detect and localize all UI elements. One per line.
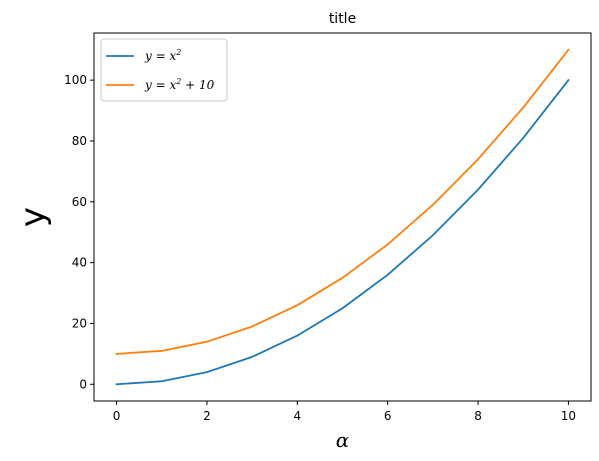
y-tick-label: 0 [79, 377, 87, 391]
series-layer [115, 48, 570, 386]
x-tick-label: 4 [293, 409, 301, 423]
legend-label-1: y = x2 [144, 48, 181, 63]
legend-label-2: y = x2 + 10 [144, 77, 215, 92]
x-axis-ticks: 0 2 4 6 8 10 [113, 401, 576, 423]
plot-frame [93, 32, 592, 402]
y-axis-ticks: 0 20 40 60 80 100 [64, 73, 94, 391]
y-tick-label: 40 [72, 256, 87, 270]
series-line-1 [115, 78, 570, 386]
x-tick-label: 0 [113, 409, 121, 423]
y-tick-label: 60 [72, 195, 87, 209]
x-tick-label: 6 [384, 409, 392, 423]
chart-title: title [329, 11, 356, 27]
legend: y = x2 y = x2 + 10 [100, 38, 228, 102]
y-axis-label: y [13, 207, 53, 227]
y-tick-label: 20 [72, 316, 87, 330]
y-tick-label: 100 [64, 73, 87, 87]
series-line-2 [115, 48, 570, 355]
x-axis-label: α [336, 428, 350, 452]
y-tick-label: 80 [72, 134, 87, 148]
x-tick-label: 10 [561, 409, 576, 423]
x-tick-label: 8 [474, 409, 482, 423]
x-tick-label: 2 [203, 409, 211, 423]
